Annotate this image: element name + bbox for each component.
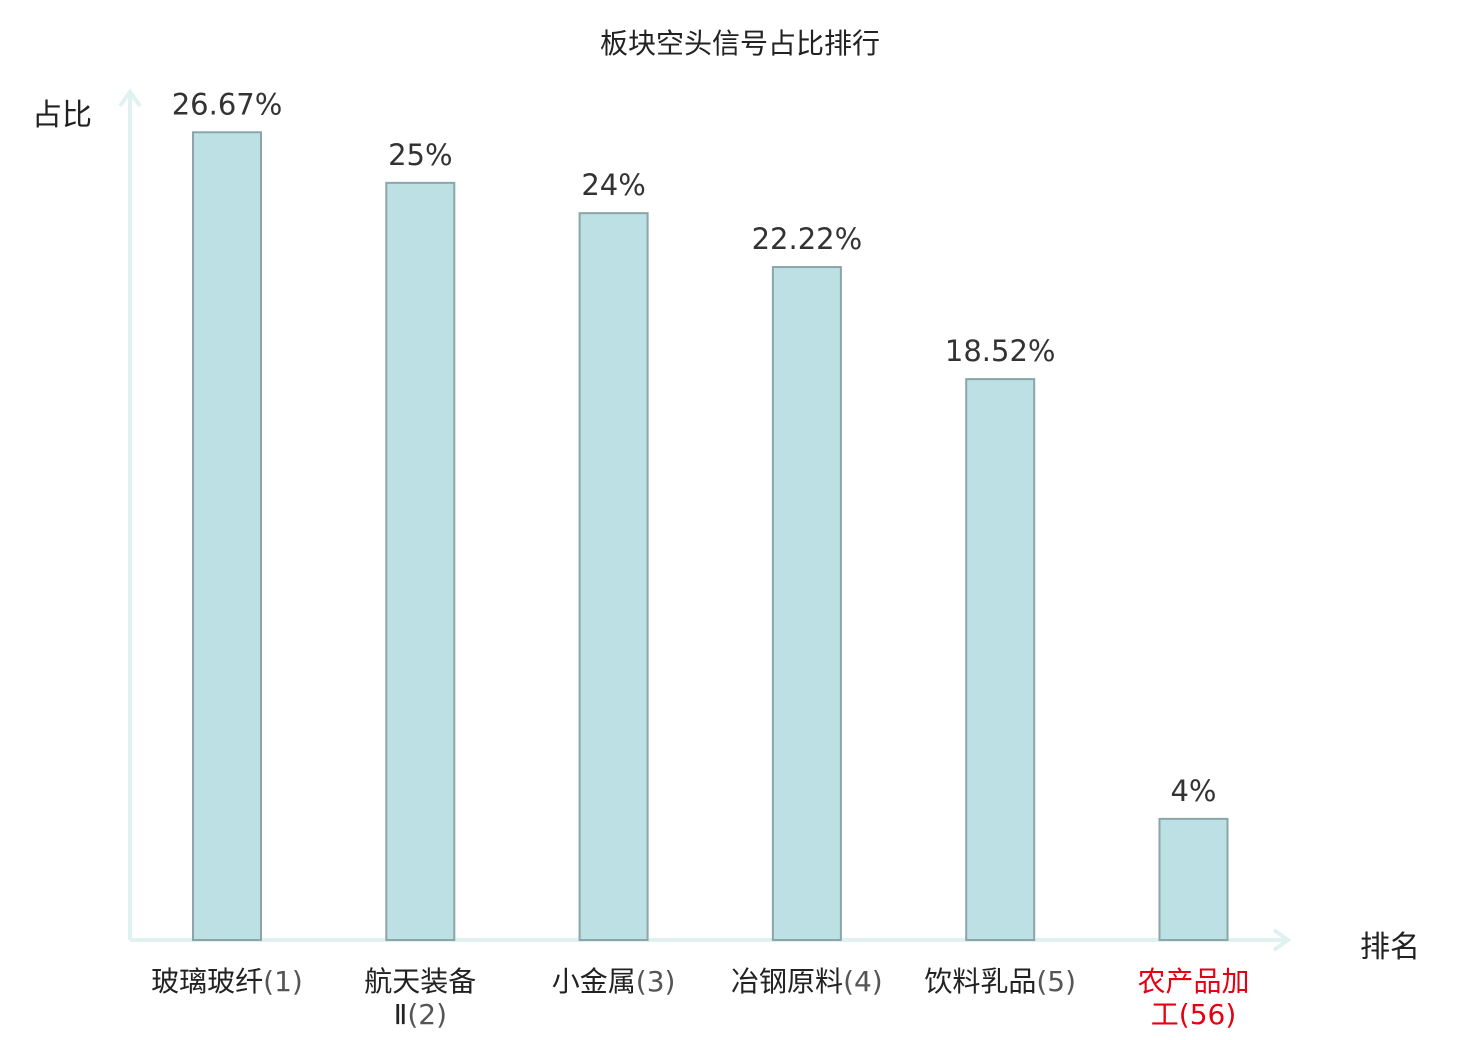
category-rank: (56) [1178,998,1237,1031]
y-axis-arrow [118,88,142,108]
bar [965,378,1036,941]
x-tick-label: 农产品加工(56) [1127,965,1261,1031]
x-axis-arrow [1272,928,1292,952]
category-rank: (5) [1036,965,1077,998]
category-name: 农产品加工 [1137,965,1250,1031]
category-name: 饮料乳品 [924,965,1037,998]
bar [771,266,842,941]
chart-title: 板块空头信号占比排行 [599,27,880,60]
value-label: 25% [388,138,452,172]
value-label: 22.22% [752,222,863,256]
category-name: 冶钢原料 [731,965,844,998]
value-label: 24% [581,168,645,202]
bar [578,212,649,941]
x-tick-label: 航天装备Ⅱ(2) [353,965,487,1031]
y-axis-label: 占比 [32,98,92,133]
category-name: 航天装备Ⅱ [364,965,477,1031]
category-rank: (1) [263,965,303,998]
x-tick-label: 玻璃玻纤(1) [137,965,317,998]
value-label: 18.52% [945,334,1056,368]
bar [1158,817,1229,941]
category-rank: (4) [843,965,883,998]
category-name: 玻璃玻纤 [151,965,264,998]
bar [385,181,456,942]
category-name: 小金属 [551,965,636,998]
value-label: 26.67% [172,87,283,121]
category-rank: (2) [407,998,448,1031]
value-label: 4% [1170,774,1216,808]
x-tick-label: 冶钢原料(4) [717,965,897,998]
x-tick-label: 小金属(3) [524,965,704,998]
x-axis-label: 排名 [1360,930,1420,965]
x-tick-label: 饮料乳品(5) [910,965,1090,998]
category-rank: (3) [635,965,676,998]
bar [192,131,262,941]
